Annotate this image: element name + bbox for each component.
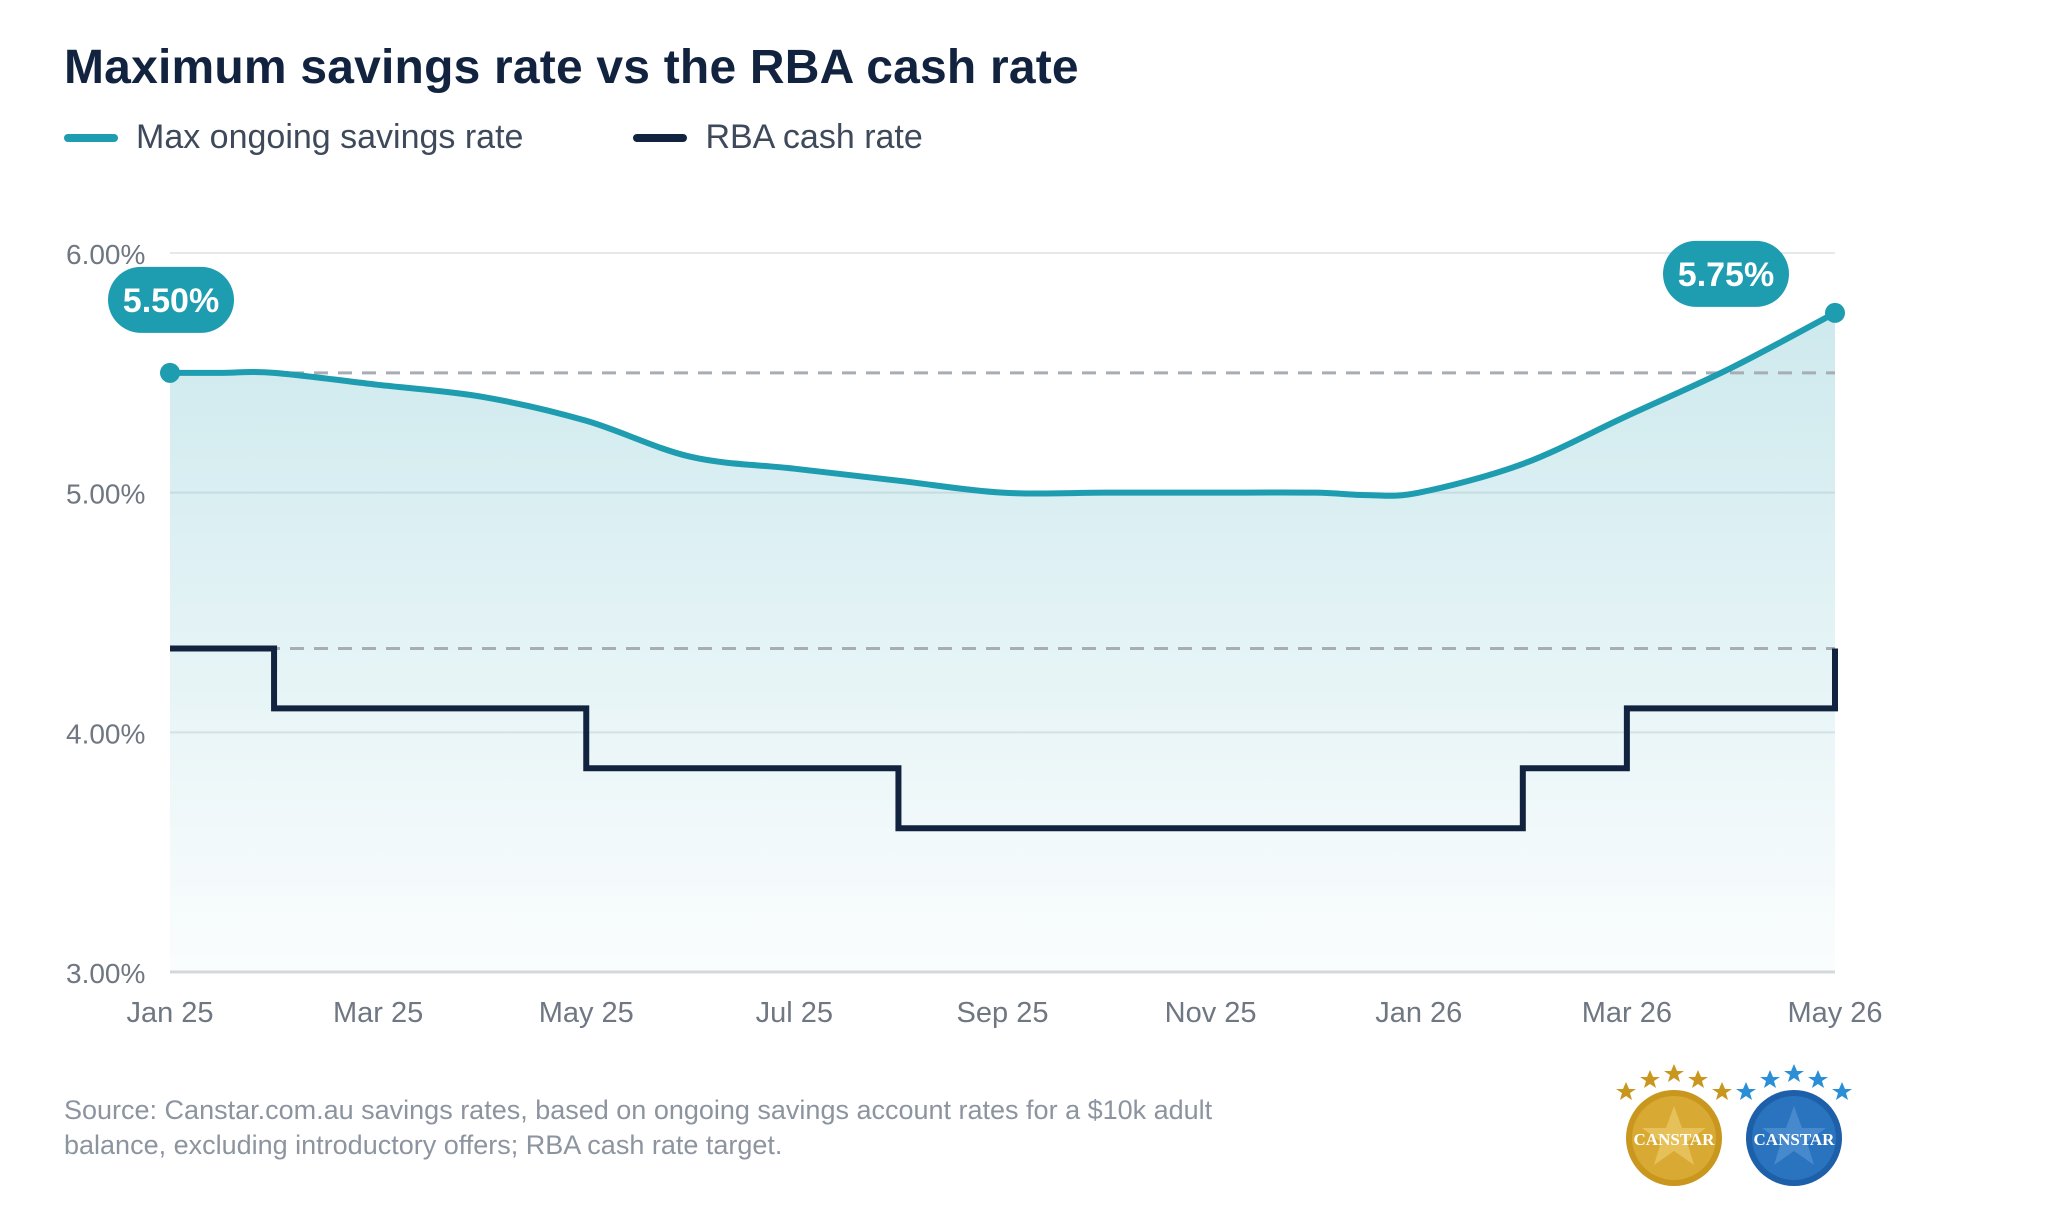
y-tick-label: 6.00% [66,239,145,270]
x-tick-label: Jul 25 [756,997,833,1029]
badge-blue-text: CANSTAR [1754,1130,1836,1149]
y-tick-label: 3.00% [66,958,145,989]
series-max-savings-rate [167,309,1838,499]
data-point [160,362,180,383]
annotation-label: 5.50% [123,282,219,320]
y-tick-label: 4.00% [66,718,145,749]
legend-swatch-savings [64,133,118,142]
x-tick-label: May 25 [539,997,634,1029]
badge-gold-text: CANSTAR [1634,1130,1716,1149]
chart-legend: Max ongoing savings rate RBA cash rate [64,118,1033,157]
x-tick-label: May 26 [1787,997,1882,1029]
annotation-pill [108,266,234,333]
x-tick-label: Jan 26 [1375,997,1462,1029]
annotation-pill [1663,240,1789,307]
data-point [1825,302,1845,323]
x-tick-label: Sep 25 [957,997,1049,1029]
legend-label-savings: Max ongoing savings rate [136,118,524,156]
legend-item-cash: RBA cash rate [633,118,923,157]
series-rba-cash-rate [170,645,1838,832]
blue-star-badge-icon: CANSTAR [1736,1064,1852,1186]
savings-area [170,312,1835,973]
chart-title: Maximum savings rate vs the RBA cash rat… [64,41,1079,94]
annotation-label: 5.75% [1678,256,1774,294]
source-note: Source: Canstar.com.au savings rates, ba… [64,1095,1213,1160]
x-tick-label: Jan 25 [126,997,213,1029]
y-tick-label: 5.00% [66,479,145,510]
canstar-badges: CANSTAR CANSTAR [1614,1062,1854,1190]
x-tick-label: Mar 25 [333,997,423,1029]
legend-item-savings: Max ongoing savings rate [64,118,523,157]
legend-swatch-cash [633,133,688,142]
gold-star-badge-icon: CANSTAR [1616,1064,1732,1186]
x-tick-label: Nov 25 [1165,997,1257,1029]
legend-label-cash: RBA cash rate [705,118,923,156]
x-tick-label: Mar 26 [1582,997,1672,1029]
